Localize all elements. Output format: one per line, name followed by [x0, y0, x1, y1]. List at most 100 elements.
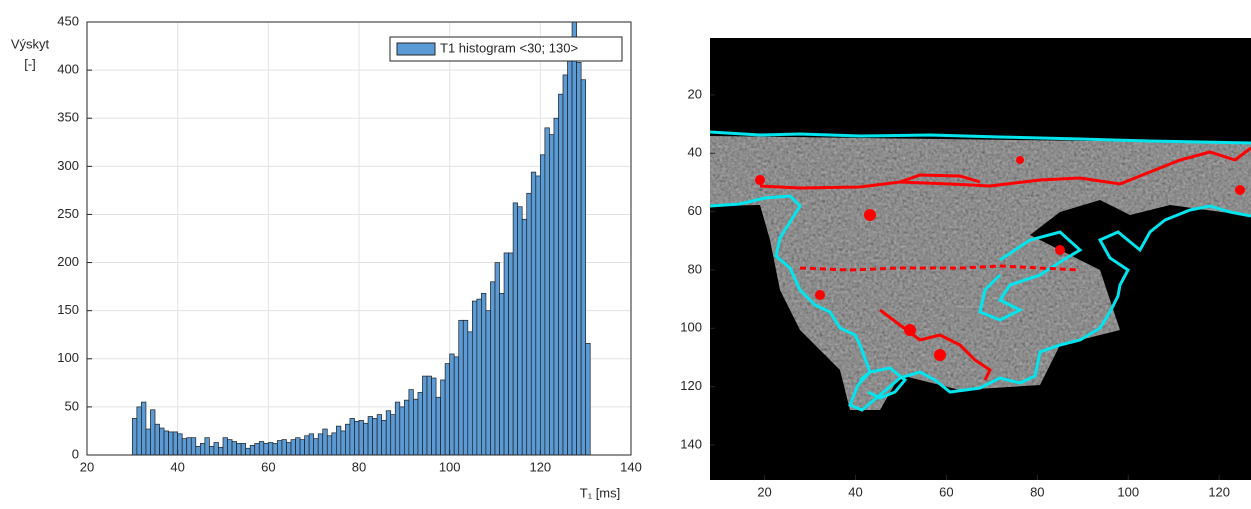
bar	[213, 442, 219, 456]
axes-frame	[86, 21, 632, 456]
bar	[195, 445, 201, 456]
contour-blob	[1055, 245, 1065, 255]
bar	[413, 398, 419, 456]
bar	[186, 437, 192, 456]
y-tick-label: 200	[57, 254, 79, 269]
bar	[517, 206, 523, 456]
bar	[567, 58, 573, 456]
bar	[267, 442, 274, 456]
contour-blob	[864, 209, 876, 221]
x-tick-label: 80	[352, 459, 366, 474]
bar	[399, 406, 405, 456]
bar	[549, 134, 555, 456]
bar	[562, 74, 568, 456]
x-tick-label: 120	[529, 459, 551, 474]
bar	[159, 427, 165, 456]
bar	[263, 443, 269, 456]
bar	[499, 292, 505, 456]
contour	[899, 173, 981, 184]
bar	[367, 416, 373, 456]
bar	[340, 430, 346, 456]
y-tick-label: 0	[72, 446, 79, 461]
bar	[354, 420, 360, 456]
bar	[168, 431, 174, 456]
bar	[558, 93, 564, 456]
y-tick-label: 350	[57, 110, 79, 125]
bar	[381, 420, 387, 456]
bar	[408, 389, 414, 456]
y-tick-label: 20	[688, 86, 702, 101]
y-tick-label: 250	[57, 206, 79, 221]
contour	[759, 146, 1251, 190]
bar	[181, 438, 188, 456]
y-tick-label: 50	[65, 398, 79, 413]
contour-blob	[815, 290, 825, 300]
contour-blob	[1016, 156, 1024, 164]
contour-blob	[1235, 185, 1245, 195]
bar	[345, 423, 351, 456]
bar	[458, 319, 464, 456]
bar	[326, 435, 333, 456]
bar	[503, 252, 509, 456]
bar	[385, 410, 392, 456]
bar	[403, 399, 410, 456]
bar	[304, 435, 310, 456]
bar	[331, 432, 337, 456]
bar	[218, 446, 224, 456]
x-tick-label: 100	[1117, 484, 1139, 499]
bar	[249, 445, 256, 456]
bar	[254, 443, 260, 456]
x-tick-label: 120	[1208, 484, 1230, 499]
contour	[879, 308, 992, 381]
x-tick-label: 40	[170, 459, 184, 474]
bar	[290, 439, 296, 456]
bar	[426, 375, 432, 456]
bar	[131, 418, 138, 456]
bar	[417, 392, 423, 456]
bar	[585, 343, 591, 456]
y-axis-unit: [-]	[24, 56, 36, 71]
bar	[222, 437, 228, 456]
bar	[154, 423, 160, 456]
bar	[422, 375, 428, 456]
y-tick-label: 450	[57, 13, 79, 28]
legend-swatch	[396, 42, 436, 56]
bar	[245, 447, 251, 456]
bar	[481, 292, 487, 456]
bar	[313, 438, 319, 456]
bar	[136, 406, 142, 456]
y-tick-label: 40	[688, 145, 702, 160]
bar	[435, 396, 441, 456]
bar	[258, 441, 265, 456]
bar	[453, 356, 460, 456]
bar	[141, 401, 147, 456]
bar	[494, 262, 500, 456]
bar	[358, 420, 364, 456]
bar	[571, 21, 577, 456]
bar	[363, 422, 369, 456]
bar	[535, 175, 541, 456]
bar	[308, 433, 315, 456]
bar	[150, 409, 156, 456]
bar	[317, 433, 324, 456]
x-tick-label: 140	[620, 459, 642, 474]
bar	[462, 319, 469, 456]
bar	[295, 437, 301, 456]
bar	[476, 298, 482, 456]
bar	[471, 300, 478, 456]
bar	[526, 192, 532, 456]
bar	[390, 414, 396, 456]
contour-blob	[755, 175, 765, 185]
y-tick-label: 100	[680, 320, 702, 335]
y-tick-label: 80	[688, 261, 702, 276]
bar	[376, 414, 383, 456]
bar	[530, 171, 537, 456]
bar	[444, 363, 451, 456]
bar	[190, 437, 197, 456]
bar	[172, 431, 179, 456]
contour	[709, 194, 1251, 412]
bar	[227, 439, 233, 456]
bar	[467, 331, 473, 456]
legend: T1 histogram <30; 130>	[389, 36, 623, 62]
x-tick-label: 60	[261, 459, 275, 474]
